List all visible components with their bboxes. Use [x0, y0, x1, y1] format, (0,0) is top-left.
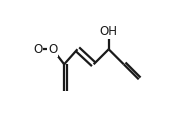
Text: O: O: [48, 43, 57, 56]
Text: OH: OH: [100, 25, 118, 38]
Text: O: O: [33, 43, 42, 56]
